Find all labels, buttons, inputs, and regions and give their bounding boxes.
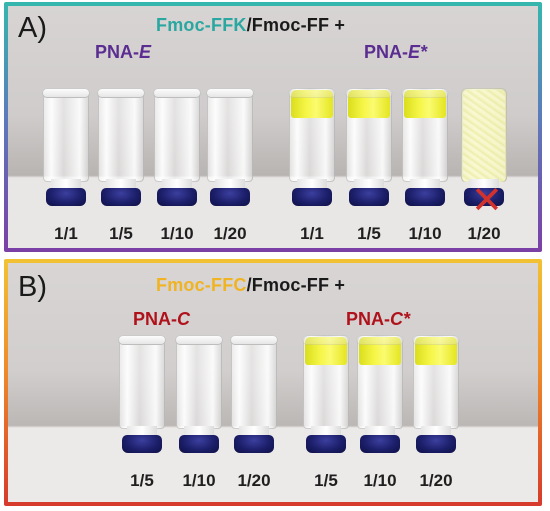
panel-a-headline-rest: /Fmoc-FF +: [246, 15, 346, 35]
panel-b-left-group-prefix: PNA-: [133, 309, 177, 329]
vial-yellow: [356, 335, 404, 453]
panel-a-right-group: PNA-E*: [364, 42, 427, 63]
panel-a-left-group: PNA-E: [95, 42, 151, 63]
panel-a-left-group-prefix: PNA-: [95, 42, 139, 62]
panel-a-headline-accent: Fmoc-FFK: [156, 15, 247, 35]
ratio-label: 1/5: [109, 224, 133, 243]
vial-clear: [175, 335, 223, 453]
panel-b-right-group-prefix: PNA-: [346, 309, 390, 329]
ratio-label: 1/20: [213, 224, 247, 243]
panel-b-left-group: PNA-C: [133, 309, 190, 330]
ratio-label: 1/10: [363, 471, 397, 490]
panel-b-right-group-suffix: C*: [390, 309, 411, 329]
panel-b-headline-rest: /Fmoc-FF +: [246, 275, 346, 295]
panel-a-left-group-suffix: E: [139, 42, 152, 62]
ratio-label: 1/20: [237, 471, 271, 490]
panel-b-right-group: PNA-C*: [346, 309, 410, 330]
vial-yellow: [302, 335, 350, 453]
panel-b-left-group-suffix: C: [177, 309, 190, 329]
panel-b: B) Fmoc-FFC/Fmoc-FF + PNA-C PNA-C* 1/5 1…: [4, 259, 542, 506]
ratio-label: 1/10: [160, 224, 194, 243]
ratio-label: 1/5: [357, 224, 381, 243]
vial-clear: [206, 88, 254, 206]
ratio-label: 1/5: [130, 471, 154, 490]
vial-clear: [230, 335, 278, 453]
ratio-label: 1/5: [314, 471, 338, 490]
vial-clear: [97, 88, 145, 206]
panel-a: A) Fmoc-FFK/Fmoc-FF + PNA-E PNA-E* ✕ 1/1…: [4, 2, 542, 252]
panel-a-right-group-prefix: PNA-: [364, 42, 408, 62]
cross-icon: ✕: [471, 180, 503, 222]
vial-yellow: [401, 88, 449, 206]
panel-a-label: A): [18, 12, 47, 44]
panel-b-headline: Fmoc-FFC/Fmoc-FF +: [156, 275, 345, 296]
ratio-label: 1/20: [419, 471, 453, 490]
ratio-label: 1/10: [408, 224, 442, 243]
vial-yellow: [288, 88, 336, 206]
ratio-label: 1/1: [300, 224, 324, 243]
ratio-label: 1/20: [467, 224, 501, 243]
vial-clear: [118, 335, 166, 453]
vial-yellow: [345, 88, 393, 206]
panel-a-right-group-suffix: E*: [408, 42, 428, 62]
panel-b-label: B): [18, 271, 47, 303]
ratio-label: 1/1: [54, 224, 78, 243]
vial-clear: [42, 88, 90, 206]
ratio-label: 1/10: [182, 471, 216, 490]
vial-yellow: [412, 335, 460, 453]
panel-a-headline: Fmoc-FFK/Fmoc-FF +: [156, 15, 345, 36]
vial-failed: [461, 88, 507, 206]
vial-clear: [153, 88, 201, 206]
panel-b-headline-accent: Fmoc-FFC: [156, 275, 247, 295]
